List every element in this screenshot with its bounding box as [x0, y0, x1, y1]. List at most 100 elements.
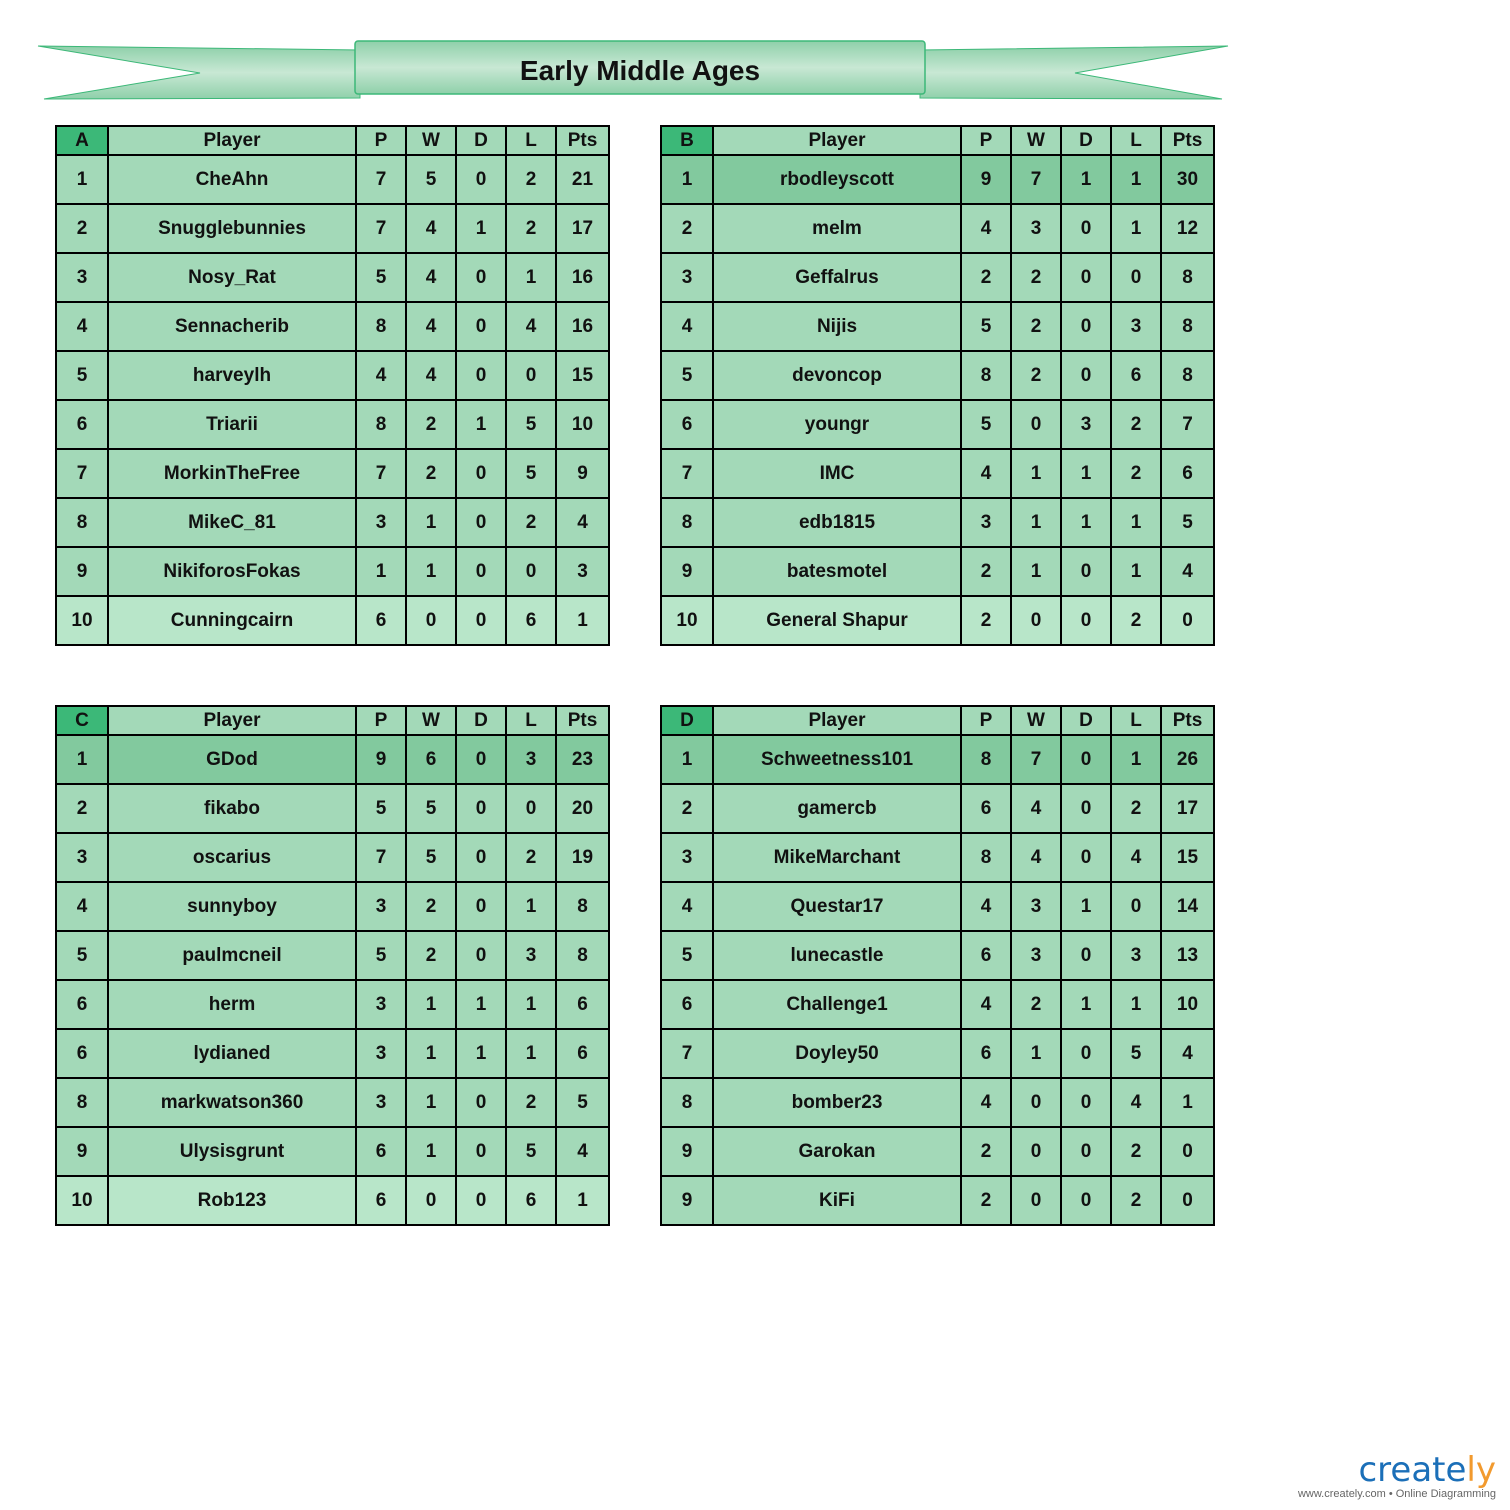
drawn-cell: 1 [1060, 979, 1112, 1030]
table-row: 4 Questar17 4 3 1 0 14 [660, 881, 1215, 932]
drawn-cell: 0 [455, 546, 507, 597]
won-cell: 2 [1010, 301, 1062, 352]
drawn-cell: 3 [1060, 399, 1112, 450]
lost-cell: 2 [505, 832, 557, 883]
lost-cell: 1 [505, 881, 557, 932]
played-cell: 3 [355, 979, 407, 1030]
won-cell: 4 [1010, 832, 1062, 883]
drawn-cell: 0 [455, 595, 507, 646]
column-header-pts: Pts [555, 125, 610, 156]
points-cell: 3 [555, 546, 610, 597]
lost-cell: 2 [1110, 1175, 1162, 1226]
played-cell: 7 [355, 154, 407, 205]
column-header-w: W [1010, 125, 1062, 156]
column-header-d: D [1060, 705, 1112, 736]
group-c-table: C Player P W D L Pts 1 GDod 9 6 0 3 23 2 fikabo 5 5 0 0 20 3 o… [55, 705, 610, 1226]
player-cell: Schweetness101 [712, 734, 962, 785]
column-header-pts: Pts [1160, 705, 1215, 736]
won-cell: 7 [1010, 734, 1062, 785]
played-cell: 5 [355, 783, 407, 834]
group-a-table: A Player P W D L Pts 1 CheAhn 7 5 0 2 21 2 Snugglebunni… [55, 125, 610, 646]
drawn-cell: 1 [1060, 448, 1112, 499]
rank-cell: 5 [55, 930, 109, 981]
played-cell: 3 [960, 497, 1012, 548]
won-cell: 5 [405, 154, 457, 205]
lost-cell: 2 [505, 497, 557, 548]
player-cell: Questar17 [712, 881, 962, 932]
drawn-cell: 0 [1060, 1126, 1112, 1177]
player-cell: lunecastle [712, 930, 962, 981]
table-row: 5 paulmcneil 5 2 0 3 8 [55, 930, 610, 981]
column-header-player: Player [712, 705, 962, 736]
table-row: 7 IMC 4 1 1 2 6 [660, 448, 1215, 499]
header-row: D Player P W D L Pts [660, 705, 1215, 736]
rank-cell: 6 [55, 1028, 109, 1079]
table-row: 9 Garokan 2 0 0 2 0 [660, 1126, 1215, 1177]
lost-cell: 1 [1110, 203, 1162, 254]
player-cell: MorkinTheFree [107, 448, 357, 499]
points-cell: 6 [1160, 448, 1215, 499]
player-cell: Doyley50 [712, 1028, 962, 1079]
lost-cell: 1 [505, 252, 557, 303]
table-row: 7 MorkinTheFree 7 2 0 5 9 [55, 448, 610, 499]
creately-logo: creately www.creately.com • Online Diagr… [1297, 1450, 1496, 1500]
played-cell: 4 [960, 448, 1012, 499]
player-cell: fikabo [107, 783, 357, 834]
won-cell: 4 [405, 350, 457, 401]
drawn-cell: 0 [455, 448, 507, 499]
won-cell: 0 [1010, 1126, 1062, 1177]
played-cell: 2 [960, 1175, 1012, 1226]
lost-cell: 3 [1110, 301, 1162, 352]
drawn-cell: 0 [455, 301, 507, 352]
table-row: 6 youngr 5 0 3 2 7 [660, 399, 1215, 450]
drawn-cell: 0 [1060, 1028, 1112, 1079]
points-cell: 8 [1160, 252, 1215, 303]
points-cell: 7 [1160, 399, 1215, 450]
played-cell: 5 [355, 930, 407, 981]
played-cell: 8 [960, 350, 1012, 401]
points-cell: 0 [1160, 595, 1215, 646]
won-cell: 1 [405, 1126, 457, 1177]
group-label: D [660, 705, 714, 736]
column-header-pts: Pts [1160, 125, 1215, 156]
group-label: B [660, 125, 714, 156]
header-row: B Player P W D L Pts [660, 125, 1215, 156]
rank-cell: 2 [660, 783, 714, 834]
drawn-cell: 0 [1060, 832, 1112, 883]
logo-tagline: www.creately.com • Online Diagramming [1297, 1488, 1496, 1500]
drawn-cell: 0 [455, 1175, 507, 1226]
won-cell: 1 [1010, 1028, 1062, 1079]
player-cell: lydianed [107, 1028, 357, 1079]
won-cell: 2 [405, 930, 457, 981]
drawn-cell: 0 [455, 1077, 507, 1128]
lost-cell: 1 [1110, 546, 1162, 597]
won-cell: 2 [405, 881, 457, 932]
rank-cell: 9 [55, 1126, 109, 1177]
rank-cell: 1 [660, 734, 714, 785]
played-cell: 7 [355, 832, 407, 883]
points-cell: 12 [1160, 203, 1215, 254]
won-cell: 0 [1010, 399, 1062, 450]
won-cell: 4 [405, 301, 457, 352]
column-header-p: P [960, 705, 1012, 736]
table-row: 7 Doyley50 6 1 0 5 4 [660, 1028, 1215, 1079]
lost-cell: 4 [1110, 832, 1162, 883]
table-row: 5 devoncop 8 2 0 6 8 [660, 350, 1215, 401]
drawn-cell: 1 [455, 1028, 507, 1079]
drawn-cell: 0 [1060, 783, 1112, 834]
table-row: 9 NikiforosFokas 1 1 0 0 3 [55, 546, 610, 597]
points-cell: 0 [1160, 1126, 1215, 1177]
drawn-cell: 0 [455, 252, 507, 303]
lost-cell: 0 [1110, 252, 1162, 303]
rank-cell: 10 [55, 595, 109, 646]
lost-cell: 4 [1110, 1077, 1162, 1128]
header-row: A Player P W D L Pts [55, 125, 610, 156]
won-cell: 2 [1010, 979, 1062, 1030]
lost-cell: 5 [505, 399, 557, 450]
points-cell: 6 [555, 979, 610, 1030]
rank-cell: 4 [55, 881, 109, 932]
rank-cell: 8 [660, 1077, 714, 1128]
player-cell: Rob123 [107, 1175, 357, 1226]
player-cell: bomber23 [712, 1077, 962, 1128]
points-cell: 17 [1160, 783, 1215, 834]
